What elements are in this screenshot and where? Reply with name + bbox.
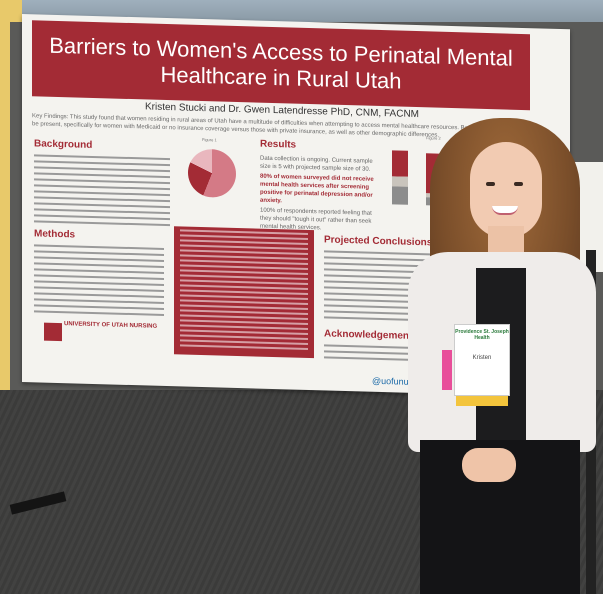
survey-table — [174, 226, 314, 359]
name-badge: Providence St. Joseph Health Kristen — [454, 324, 510, 396]
results-bullet-1: Data collection is ongoing. Current samp… — [260, 155, 373, 173]
presenter-right-eye — [514, 182, 523, 186]
pie-chart — [188, 148, 236, 198]
figure1-pie-chart: Figure 1 — [180, 134, 250, 228]
figure2-caption: Figure 2 — [426, 135, 441, 141]
methods-heading: Methods — [34, 228, 76, 241]
presenter-left-eye — [486, 182, 495, 186]
presenter-smile — [492, 206, 518, 215]
results-bullet-3: 100% of respondents reported feeling tha… — [260, 207, 372, 232]
methods-text — [34, 244, 164, 320]
figure1-caption: Figure 1 — [202, 137, 217, 143]
poster-title-banner: Barriers to Women's Access to Perinatal … — [32, 20, 530, 111]
background-text — [34, 154, 170, 230]
projected-conclusions-heading: Projected Conclusions — [324, 234, 433, 249]
pink-ribbon — [442, 350, 452, 390]
university-logo-text: UNIVERSITY OF UTAH NURSING — [64, 321, 158, 330]
presenter-face — [470, 142, 542, 238]
badge-hospital: Providence St. Joseph Health — [455, 329, 509, 341]
results-bullet-2: 80% of women surveyed did not receive me… — [260, 173, 374, 205]
results-bullets: Data collection is ongoing. Current samp… — [260, 155, 378, 234]
results-heading: Results — [260, 138, 297, 151]
presenter-hands — [462, 448, 516, 482]
background-heading: Background — [34, 138, 93, 151]
acknowledgements-heading: Acknowledgements — [324, 328, 418, 343]
bar-1 — [392, 150, 408, 205]
badge-name: Kristen — [472, 355, 492, 361]
yellow-ribbon — [456, 396, 508, 406]
university-logo-icon — [44, 322, 62, 342]
